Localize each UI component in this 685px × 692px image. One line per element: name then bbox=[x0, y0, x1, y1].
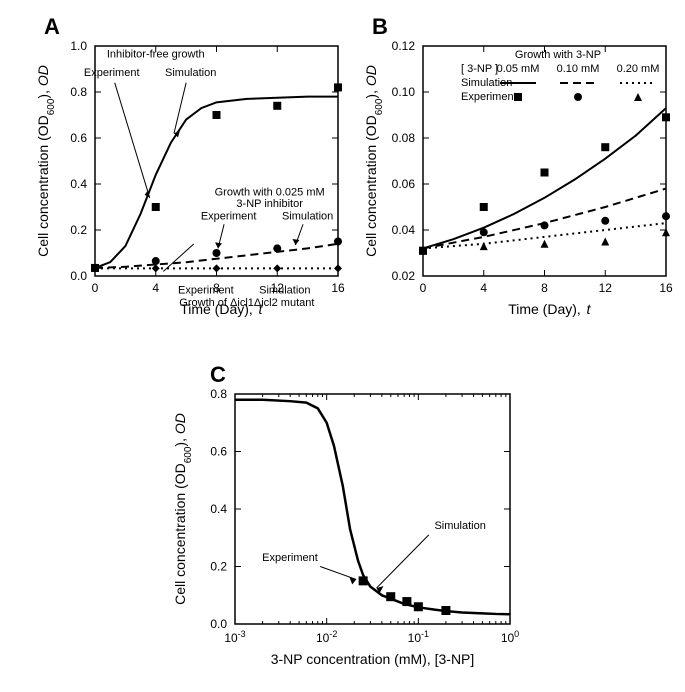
svg-text:0.04: 0.04 bbox=[392, 223, 416, 237]
svg-text:0.6: 0.6 bbox=[70, 131, 87, 145]
panel-b-svg: 0 4 8 12 16 0.02 0.04 0.06 0.08 0.10 0.12 Time (Day… bbox=[358, 36, 678, 326]
svg-text:Growth with 0.025 mM: Growth with 0.025 mM bbox=[215, 187, 325, 199]
svg-text:100: 100 bbox=[501, 629, 519, 645]
svg-text:8: 8 bbox=[541, 281, 548, 295]
svg-text:0.05 mM: 0.05 mM bbox=[497, 63, 540, 75]
svg-text:12: 12 bbox=[599, 281, 613, 295]
svg-text:Experiment: Experiment bbox=[461, 91, 517, 103]
svg-text:0.6: 0.6 bbox=[210, 445, 227, 459]
svg-text:0.4: 0.4 bbox=[210, 502, 227, 516]
svg-text:0: 0 bbox=[420, 281, 427, 295]
svg-text:0: 0 bbox=[92, 281, 99, 295]
svg-text:3-NP inhibitor: 3-NP inhibitor bbox=[236, 198, 303, 210]
svg-text:Cell concentration (OD600), OD: Cell concentration (OD600), OD bbox=[172, 413, 194, 605]
svg-text:16: 16 bbox=[659, 281, 673, 295]
svg-text:0.20 mM: 0.20 mM bbox=[617, 63, 660, 75]
svg-text:0.06: 0.06 bbox=[392, 177, 416, 191]
svg-text:0.8: 0.8 bbox=[70, 85, 87, 99]
svg-text:Experiment: Experiment bbox=[178, 284, 234, 296]
svg-text:0.10 mM: 0.10 mM bbox=[557, 63, 600, 75]
svg-text:0.2: 0.2 bbox=[70, 223, 87, 237]
svg-text:0.10: 0.10 bbox=[392, 85, 416, 99]
svg-text:10-1: 10-1 bbox=[408, 629, 429, 645]
svg-text:Time (Day),: Time (Day), bbox=[508, 301, 581, 317]
svg-text:Experiment: Experiment bbox=[84, 67, 140, 79]
svg-text:1.0: 1.0 bbox=[70, 39, 87, 53]
svg-text:Simulation: Simulation bbox=[165, 67, 216, 79]
svg-text:3-NP concentration (mM), [3-NP: 3-NP concentration (mM), [3-NP] bbox=[271, 651, 475, 667]
svg-text:Growth of Δicl1Δicl2 mutant: Growth of Δicl1Δicl2 mutant bbox=[179, 297, 314, 309]
svg-text:0.02: 0.02 bbox=[392, 269, 416, 283]
svg-text:Simulation: Simulation bbox=[282, 211, 333, 223]
svg-text:0.0: 0.0 bbox=[210, 617, 227, 631]
svg-text:Inhibitor-free growth: Inhibitor-free growth bbox=[107, 49, 205, 61]
panel-a-svg: 04812160.00.20.40.60.81.0Time (Day), tCe… bbox=[30, 36, 350, 326]
svg-text:0.08: 0.08 bbox=[392, 131, 416, 145]
svg-text:0.0: 0.0 bbox=[70, 269, 87, 283]
svg-text:10-2: 10-2 bbox=[316, 629, 337, 645]
svg-text:0.12: 0.12 bbox=[392, 39, 416, 53]
svg-text:16: 16 bbox=[331, 281, 345, 295]
svg-text:Experiment: Experiment bbox=[262, 552, 318, 564]
svg-text:10-3: 10-3 bbox=[224, 629, 245, 645]
svg-text:0.4: 0.4 bbox=[70, 177, 87, 191]
svg-text:Cell concentration (OD600), OD: Cell concentration (OD600), OD bbox=[35, 65, 57, 257]
svg-text:t: t bbox=[587, 301, 592, 317]
svg-text:Simulation: Simulation bbox=[259, 284, 310, 296]
svg-text:Growth with 3-NP: Growth with 3-NP bbox=[515, 49, 601, 61]
svg-text:0.2: 0.2 bbox=[210, 560, 227, 574]
svg-text:Simulation: Simulation bbox=[434, 520, 485, 532]
svg-text:0.8: 0.8 bbox=[210, 387, 227, 401]
svg-text:Experiment: Experiment bbox=[201, 211, 257, 223]
panel-c: 10-3 10-2 10-1 100 0.0 0.2 0.4 0.6 0.8 3-NP conce… bbox=[165, 384, 525, 674]
svg-text:4: 4 bbox=[152, 281, 159, 295]
panel-c-svg: 10-3 10-2 10-1 100 0.0 0.2 0.4 0.6 0.8 3-NP conce… bbox=[165, 384, 525, 674]
panel-a: 04812160.00.20.40.60.81.0Time (Day), tCe… bbox=[30, 36, 350, 326]
svg-text:4: 4 bbox=[480, 281, 487, 295]
svg-text:Cell concentration (OD600), OD: Cell concentration (OD600), OD bbox=[363, 65, 385, 257]
figure-root: A 04812160.00.20.40.60.81.0Time (Day), t… bbox=[0, 0, 685, 692]
panel-b: 0 4 8 12 16 0.02 0.04 0.06 0.08 0.10 0.12 Time (Day… bbox=[358, 36, 678, 326]
svg-text:[ 3-NP ]: [ 3-NP ] bbox=[461, 63, 498, 75]
